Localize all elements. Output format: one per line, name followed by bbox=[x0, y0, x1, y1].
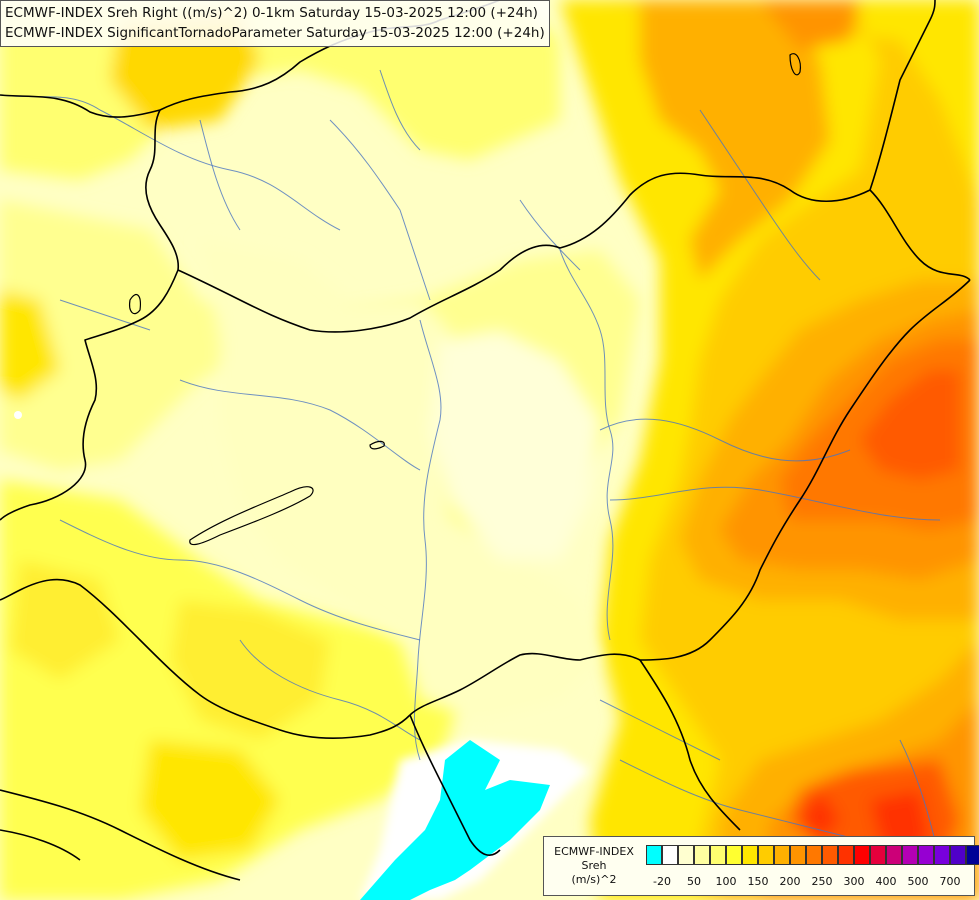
legend-tick-label: 300 bbox=[843, 875, 865, 888]
legend-swatch bbox=[758, 845, 774, 865]
legend-swatch bbox=[662, 845, 678, 865]
legend-swatch bbox=[678, 845, 694, 865]
map-title-line2: ECMWF-INDEX SignificantTornadoParameter … bbox=[5, 25, 545, 41]
legend-tick-label: 700 bbox=[939, 875, 961, 888]
legend-swatch bbox=[646, 845, 662, 865]
legend-swatch bbox=[822, 845, 838, 865]
legend-tick-label: 400 bbox=[875, 875, 897, 888]
rivers bbox=[0, 69, 941, 861]
legend-swatch bbox=[694, 845, 710, 865]
legend-swatch bbox=[966, 845, 979, 865]
sreh-negative-region bbox=[360, 740, 590, 900]
legend-swatch bbox=[902, 845, 918, 865]
legend-swatch bbox=[710, 845, 726, 865]
legend-tick-label: 100 bbox=[715, 875, 737, 888]
legend-swatch bbox=[870, 845, 886, 865]
legend-unit: (m/s)^2 bbox=[571, 873, 617, 886]
legend-swatch bbox=[950, 845, 966, 865]
legend-tick-label: 150 bbox=[747, 875, 769, 888]
legend-swatch bbox=[838, 845, 854, 865]
legend-tick-label: 500 bbox=[907, 875, 929, 888]
legend-swatch bbox=[934, 845, 950, 865]
legend-swatches bbox=[646, 845, 979, 865]
legend-swatch bbox=[742, 845, 758, 865]
legend-swatch bbox=[886, 845, 902, 865]
field-speck bbox=[14, 411, 22, 419]
map-title-box: ECMWF-INDEX Sreh Right ((m/s)^2) 0-1km S… bbox=[0, 0, 550, 47]
country-borders bbox=[0, 0, 971, 881]
legend-swatch bbox=[790, 845, 806, 865]
lakes bbox=[129, 53, 801, 546]
legend-swatch bbox=[806, 845, 822, 865]
legend-swatch bbox=[726, 845, 742, 865]
map-title-line1: ECMWF-INDEX Sreh Right ((m/s)^2) 0-1km S… bbox=[5, 5, 538, 21]
legend-tick-label: 250 bbox=[811, 875, 833, 888]
legend-swatch bbox=[918, 845, 934, 865]
legend-swatch bbox=[854, 845, 870, 865]
legend-variable: Sreh bbox=[581, 859, 607, 872]
legend-tick-label: -20 bbox=[653, 875, 671, 888]
color-legend: ECMWF-INDEX Sreh (m/s)^2 -20 50 100 150 200 2… bbox=[543, 836, 979, 896]
legend-tick-label: 200 bbox=[779, 875, 801, 888]
legend-source: ECMWF-INDEX bbox=[554, 845, 634, 858]
sreh-pale-region bbox=[200, 240, 600, 720]
legend-tick-label: 50 bbox=[687, 875, 701, 888]
sreh-high-regions bbox=[560, 0, 979, 900]
legend-ticks: -20 50 100 150 200 250 300 400 500 700 bbox=[646, 875, 976, 891]
legend-swatch bbox=[774, 845, 790, 865]
